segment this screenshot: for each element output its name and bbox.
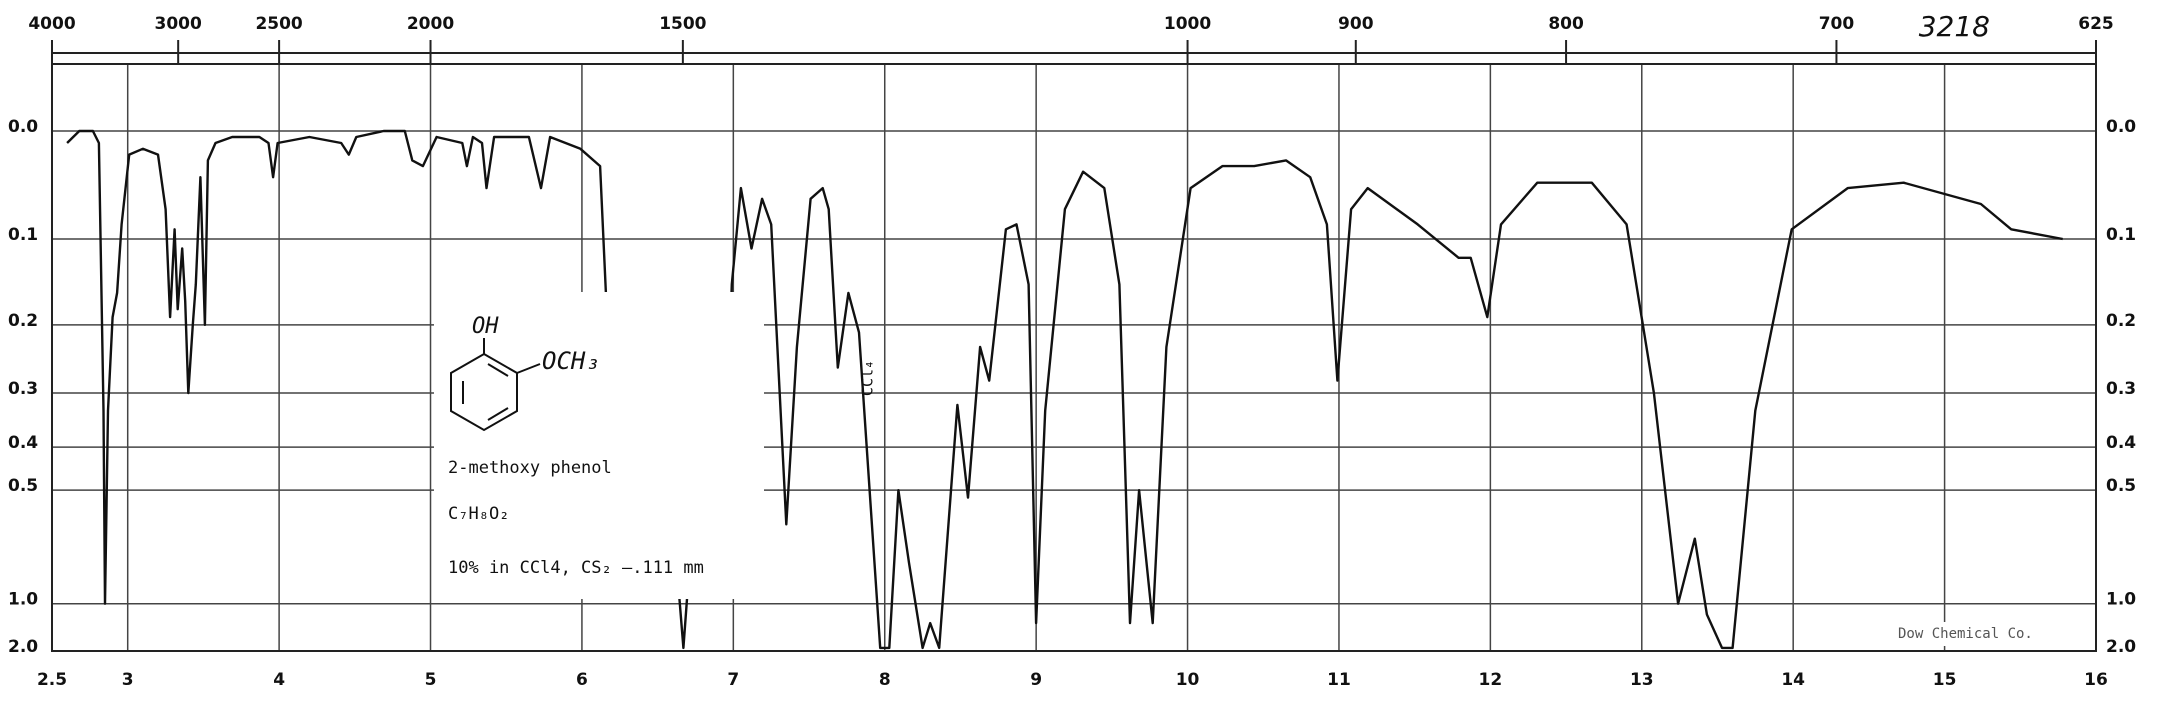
- y-tick-label-right: 0.3: [2106, 379, 2136, 399]
- x-tick-label: 15: [1933, 670, 1957, 690]
- x-tick-label: 7: [727, 670, 739, 690]
- sample-inset: OH OCH₃ 2-methoxy phenol C₇H₈O₂ 10% in C…: [434, 292, 764, 599]
- conditions: 10% in CCl4, CS₂ —.111 mm: [448, 558, 704, 578]
- top-tick-label: 2000: [407, 14, 454, 34]
- ring-double-bond: [487, 407, 509, 421]
- y-tick-label-right: 0.4: [2106, 433, 2136, 453]
- top-tick-label: 3000: [155, 14, 202, 34]
- y-tick-label-right: 0.0: [2106, 117, 2136, 137]
- y-tick-label-right: 1.0: [2106, 590, 2136, 610]
- y-tick-label: 2.0: [8, 637, 38, 657]
- top-tick-label: 700: [1819, 14, 1855, 34]
- x-tick-label: 10: [1176, 670, 1200, 690]
- source-box: [1893, 622, 2091, 646]
- top-tick-label: 2500: [255, 14, 302, 34]
- formula: C₇H₈O₂: [448, 504, 509, 524]
- grid: 2.5 3 4 5 6 7 8 9 10 11 12 13 14 15 16 4000 3000 2500 2000…: [8, 14, 2136, 690]
- bond: [516, 363, 541, 374]
- x-tick-label: 3: [122, 670, 134, 690]
- compound-name: 2-methoxy phenol: [448, 458, 612, 478]
- y-tick-label-right: 2.0: [2106, 637, 2136, 657]
- x-tick-label: 4: [273, 670, 285, 690]
- x-tick-label: 6: [576, 670, 588, 690]
- top-tick-label: 1500: [659, 14, 706, 34]
- y-tick-label: 1.0: [8, 590, 38, 610]
- inset-box: [434, 292, 764, 599]
- y-tick-label: 0.2: [8, 311, 38, 331]
- ring-double-bond: [487, 363, 509, 377]
- y-tick-label: 0.5: [8, 476, 38, 496]
- y-tick-label-right: 0.2: [2106, 311, 2136, 331]
- x-tick-label: 2.5: [37, 670, 67, 690]
- substituent-label: OH: [472, 314, 499, 339]
- x-tick-label: 14: [1781, 670, 1805, 690]
- y-tick-label: 0.4: [8, 433, 38, 453]
- x-tick-label: 12: [1479, 670, 1503, 690]
- y-tick-label-right: 0.1: [2106, 225, 2136, 245]
- top-tick-label: 800: [1548, 14, 1584, 34]
- top-tick-label: 900: [1338, 14, 1374, 34]
- x-tick-label: 8: [879, 670, 891, 690]
- x-tick-label: 11: [1327, 670, 1351, 690]
- solvent-band-label: CCl₄: [859, 360, 877, 396]
- substituent-label: OCH₃: [542, 347, 600, 375]
- top-tick-label: 4000: [28, 14, 75, 34]
- x-tick-label: 16: [2084, 670, 2108, 690]
- spectrum-number: 3218: [1919, 10, 1990, 43]
- source-label: Dow Chemical Co.: [1898, 626, 2033, 642]
- x-tick-label: 5: [425, 670, 437, 690]
- x-tick-label: 13: [1630, 670, 1654, 690]
- top-tick-label: 625: [2078, 14, 2114, 34]
- y-tick-label: 0.0: [8, 117, 38, 137]
- x-tick-label: 9: [1030, 670, 1042, 690]
- y-tick-label-right: 0.5: [2106, 476, 2136, 496]
- y-tick-label: 0.1: [8, 225, 38, 245]
- y-tick-label: 0.3: [8, 379, 38, 399]
- plot-frame: [51, 63, 2097, 652]
- top-tick-label: 1000: [1164, 14, 1211, 34]
